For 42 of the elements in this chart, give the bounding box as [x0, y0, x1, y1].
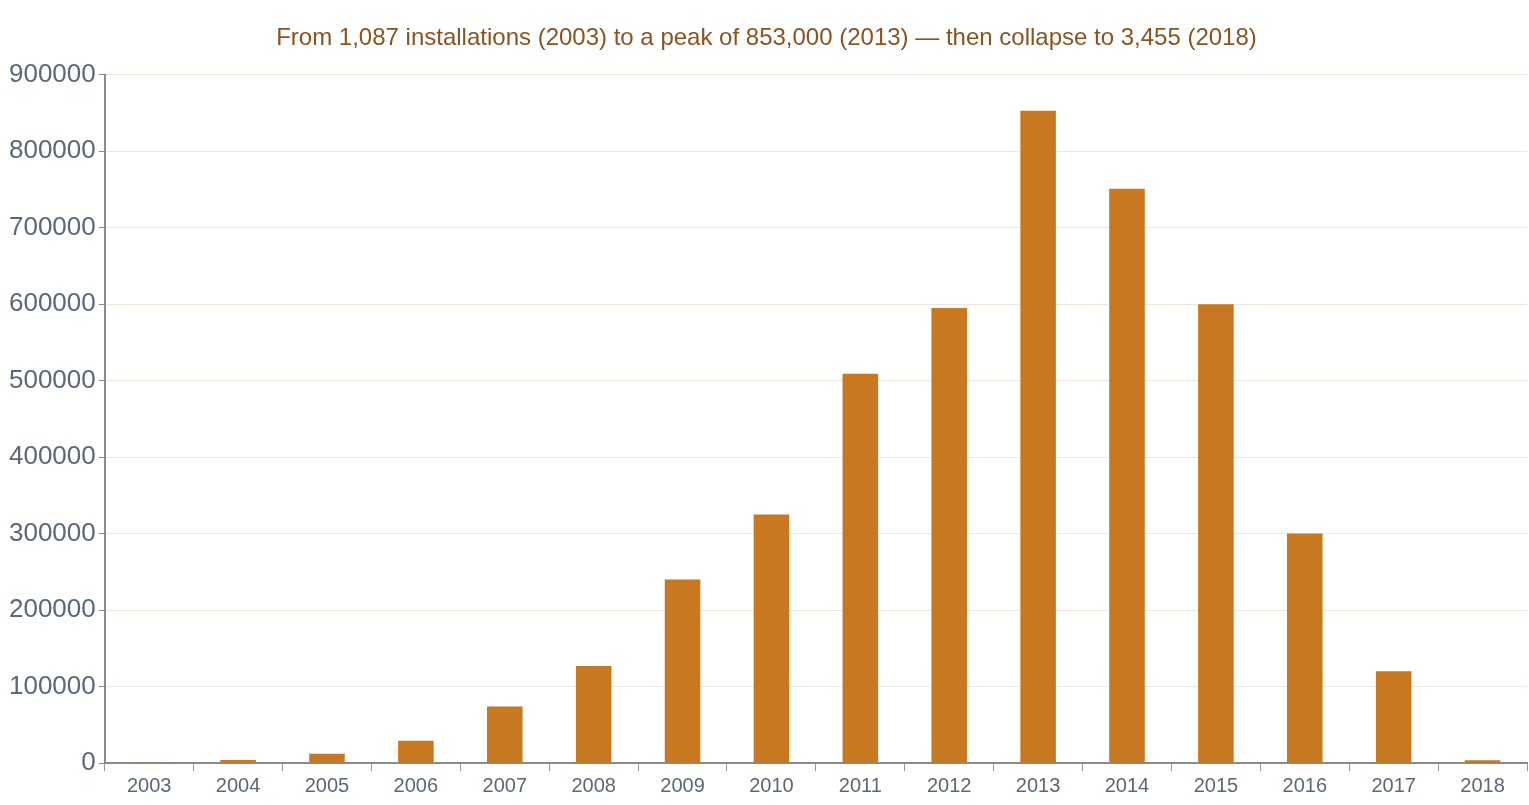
x-tick-label: 2018 [1460, 773, 1505, 796]
y-tick-label: 500000 [8, 363, 96, 394]
x-tick-label: 2006 [393, 773, 439, 796]
y-tick-label: 100000 [8, 669, 96, 700]
x-tick-label: 2013 [1015, 773, 1061, 796]
x-tick-label: 2016 [1282, 773, 1328, 796]
x-tick-label: 2009 [660, 773, 705, 796]
bar [931, 308, 967, 763]
x-tick-label: 2017 [1371, 773, 1416, 796]
x-tick-label: 2004 [215, 773, 261, 796]
x-tick-label: 2011 [838, 773, 882, 796]
x-tick-label: 2005 [304, 773, 350, 796]
bar [1375, 671, 1412, 763]
bar [575, 665, 612, 763]
x-tick-label: 2008 [571, 773, 616, 796]
y-tick-label: 200000 [8, 593, 96, 624]
bar [486, 706, 523, 763]
y-tick-label: 300000 [8, 516, 96, 547]
bar [1109, 188, 1145, 763]
y-tick-label: 600000 [8, 287, 96, 318]
x-tick-label: 2003 [126, 773, 172, 796]
y-tick-label: 700000 [8, 210, 96, 241]
bar [1020, 110, 1056, 763]
bar [1198, 304, 1234, 763]
x-tick-label: 2010 [749, 773, 794, 796]
y-tick-label: 0 [81, 746, 96, 777]
bar [398, 740, 434, 763]
bar [664, 579, 701, 763]
y-tick-label: 800000 [8, 134, 96, 165]
bar [753, 514, 790, 763]
x-tick-label: 2012 [926, 773, 972, 796]
bar [309, 753, 345, 763]
x-tick-label: 2007 [482, 773, 528, 796]
y-tick-label: 900000 [8, 57, 96, 88]
y-tick-label: 400000 [8, 440, 96, 471]
bar [842, 373, 879, 763]
chart-title: From 1,087 installations (2003) to a peak of 853,000 (2013) — then collapse to 3,455 (2018) [276, 23, 1257, 51]
x-tick-label: 2015 [1193, 773, 1239, 796]
bar [1287, 533, 1323, 763]
bar [1464, 760, 1501, 763]
x-tick-label: 2014 [1104, 773, 1150, 796]
bar [220, 759, 256, 763]
